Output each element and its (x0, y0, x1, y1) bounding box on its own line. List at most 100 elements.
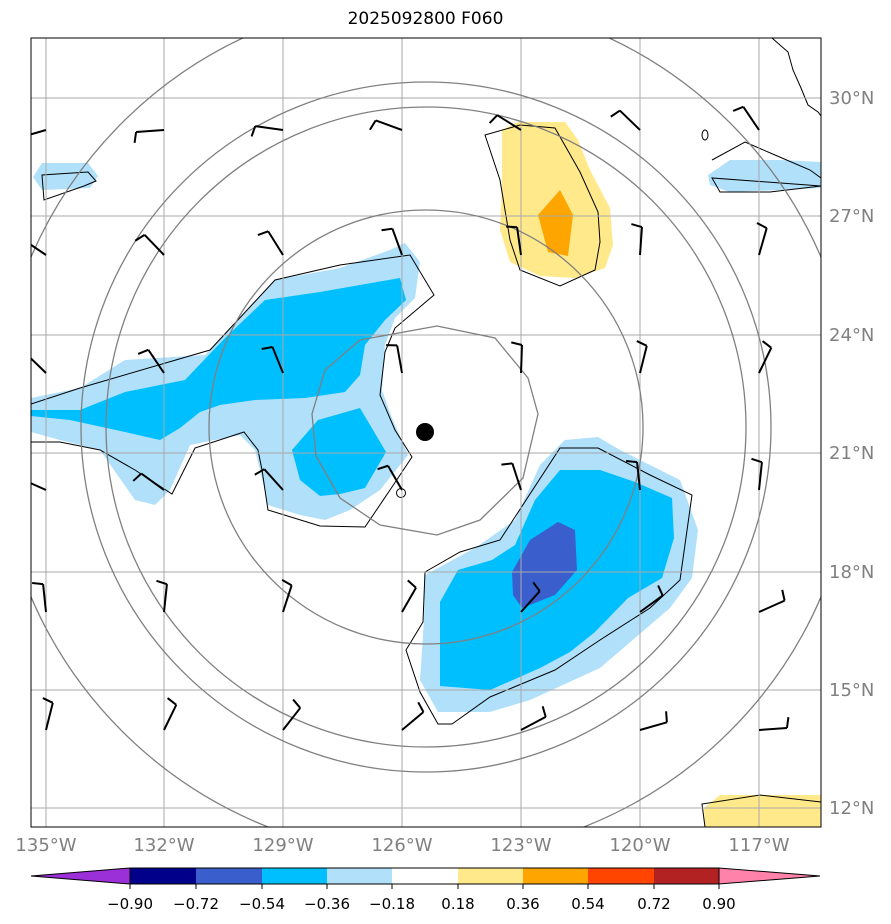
colorbar-tick-label: −0.18 (369, 895, 415, 913)
wind-barb-flag (407, 579, 417, 589)
wind-barb-flag (261, 346, 273, 350)
wind-barb (375, 119, 403, 131)
colorbar-segment (588, 868, 654, 884)
range-ring-4 (80, 81, 772, 773)
wind-barb (496, 114, 522, 131)
colorbar-segment (327, 868, 392, 884)
negative-field-light (708, 160, 821, 192)
wind-barb (401, 711, 425, 731)
wind-barb (31, 357, 47, 374)
colorbar-tick-label: 0.36 (506, 895, 539, 913)
wind-barb (639, 345, 648, 374)
wind-barb-flag (761, 340, 772, 349)
colorbar-segment (262, 868, 327, 884)
colorbar-segment (523, 868, 588, 884)
wind-barb (636, 462, 641, 491)
wind-barb (619, 109, 641, 131)
colorbar-segment (196, 868, 262, 884)
wind-barb-flag (417, 701, 425, 713)
colorbar-tick-label: −0.36 (304, 895, 350, 913)
storm-center-marker (416, 423, 434, 441)
positive-field-light (704, 795, 821, 827)
wind-barb (639, 594, 664, 613)
wind-barb (387, 465, 403, 491)
wind-barb (639, 721, 668, 731)
lat-label: 12°N (829, 798, 874, 819)
wind-barb (147, 349, 165, 374)
wind-barb-flag (292, 698, 302, 709)
wind-barb (758, 227, 768, 256)
wind-barb-flag (631, 223, 643, 229)
wind-barb-flag (369, 119, 377, 131)
lon-label: 129°W (252, 835, 313, 856)
wind-barb-flag (42, 697, 54, 704)
negative-field-medium (31, 278, 406, 440)
range-ring-2 (208, 209, 644, 645)
wind-barb-flag (781, 589, 786, 601)
wind-barb (45, 702, 54, 731)
wind-barb-flag (133, 131, 138, 143)
lon-label: 126°W (371, 835, 432, 856)
wind-barb-flag (636, 340, 648, 347)
colorbar-tick-label: −0.54 (239, 895, 285, 913)
wind-barb-flag (665, 711, 668, 723)
wind-barbs (15, 105, 790, 731)
colorbar-outline (129, 867, 720, 885)
wind-barb (758, 347, 773, 374)
lon-label: 135°W (15, 835, 76, 856)
wind-barb-flag (506, 225, 518, 229)
wind-barb-flag (17, 354, 26, 360)
wind-barb (31, 129, 47, 136)
wind-barb (282, 585, 293, 613)
lat-label: 18°N (829, 562, 874, 583)
wind-barb (401, 587, 417, 613)
wind-barb (639, 226, 643, 256)
wind-barb-flag (541, 706, 547, 718)
negative-field-medium (292, 408, 386, 496)
wind-barb-flag (751, 457, 763, 464)
wind-barb (163, 704, 178, 731)
wind-barb (267, 230, 284, 256)
wind-barb (520, 590, 541, 613)
wind-barb (271, 346, 284, 374)
wind-barb (742, 106, 760, 131)
lat-label: 27°N (829, 206, 874, 227)
wind-barb (140, 472, 165, 491)
colorbar-tick-label: −0.72 (173, 895, 219, 913)
wind-barb (520, 344, 523, 374)
colorbar-extend-low (30, 867, 131, 885)
map-title: 2025092800 F060 (347, 9, 504, 29)
colorbar-tick-label: 0.18 (441, 895, 474, 913)
wind-barb (282, 707, 302, 731)
wind-barb-flag (281, 579, 293, 587)
wind-barb-flag (756, 222, 768, 229)
colorbar-extend-high (718, 867, 821, 885)
map-plot-area (15, 38, 821, 827)
wind-barb-flag (250, 125, 257, 137)
latitude-labels: 30°N 27°N 24°N 21°N 18°N 15°N 12°N (829, 88, 874, 819)
lat-label: 21°N (829, 443, 874, 464)
wind-barb (263, 468, 284, 491)
range-ring-1 (311, 325, 539, 536)
wind-barb (31, 482, 47, 491)
wind-barb-flag (15, 239, 23, 247)
range-ring-3 (105, 106, 747, 748)
shaded-field (31, 122, 821, 827)
colorbar-tick-label: −0.90 (107, 895, 153, 913)
graticule (31, 38, 821, 827)
wind-barb (396, 345, 403, 374)
colorbar-segment (458, 868, 523, 884)
wind-barb (255, 125, 284, 131)
range-rings (31, 38, 821, 827)
wind-barb (163, 584, 168, 613)
wind-barb-flag (32, 582, 44, 586)
wind-barb (516, 227, 522, 256)
lat-label: 15°N (829, 680, 874, 701)
wind-barb-flag (257, 230, 269, 237)
wind-barb (143, 234, 165, 256)
wind-barb-flag (732, 105, 744, 112)
lat-label: 24°N (829, 325, 874, 346)
wind-barb-flag (785, 717, 790, 729)
negative-field-dark (512, 522, 577, 608)
wind-barb-flag (488, 114, 498, 124)
